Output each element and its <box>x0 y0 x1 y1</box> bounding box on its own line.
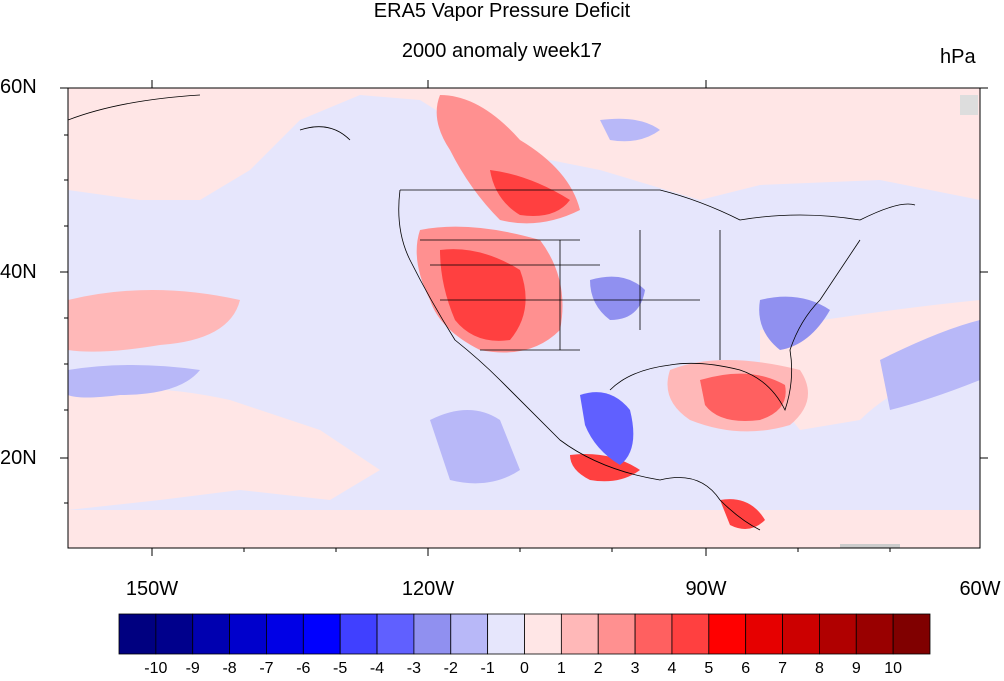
colorbar-label: -4 <box>369 660 385 677</box>
colorbar-label: -1 <box>480 660 495 677</box>
lat-label: 20N <box>0 447 37 469</box>
field-light-red-atlantic <box>760 300 980 430</box>
colorbar-swatch <box>560 613 599 655</box>
colorbar-label: 9 <box>851 660 861 677</box>
field-light-red-bottom <box>68 510 980 548</box>
colorbar-label: -8 <box>222 660 237 677</box>
lat-ticks <box>60 87 988 504</box>
colorbar-swatch <box>524 613 562 655</box>
colorbar-swatch <box>302 613 341 655</box>
lon-label: 120W <box>401 578 455 600</box>
field-west-red <box>440 249 526 341</box>
field-blue-atlantic <box>880 320 980 410</box>
coastlines <box>68 94 916 531</box>
colorbar-label: 3 <box>630 660 640 677</box>
colorbar-swatch <box>855 613 894 655</box>
colorbar-swatch <box>266 613 304 655</box>
lat-label: 60N <box>0 76 37 98</box>
map-title: ERA5 Vapor Pressure Deficit <box>373 0 631 22</box>
colorbar-label: 4 <box>667 660 677 677</box>
colorbar-swatch <box>487 613 525 655</box>
missing-data-patch <box>960 95 978 115</box>
colorbar-label: 2 <box>593 660 603 677</box>
colorbar-swatch <box>339 613 378 655</box>
colorbar-label: -2 <box>443 660 458 677</box>
colorbar-label: -6 <box>296 660 311 677</box>
field-central-america-red <box>720 499 765 529</box>
colorbar-label: 5 <box>704 660 714 677</box>
colorbar-swatch <box>118 613 157 655</box>
colorbar-swatch <box>819 613 857 655</box>
colorbar-label: -5 <box>333 660 348 677</box>
colorbar-label: 8 <box>814 660 824 677</box>
colorbar-label: 7 <box>778 660 787 677</box>
lon-label: 90W <box>685 578 727 600</box>
units-label: hPa <box>940 46 976 68</box>
colorbar-swatch <box>708 613 747 655</box>
colorbar-label: -9 <box>185 660 200 677</box>
colorbar-swatch <box>892 613 931 655</box>
lon-ticks <box>151 80 891 556</box>
colorbar-swatch <box>192 613 230 655</box>
lon-label: 60W <box>959 578 1001 600</box>
colorbar-label: 6 <box>741 660 751 677</box>
field-gulf-red <box>700 373 786 421</box>
colorbar-label: -3 <box>406 660 422 677</box>
field-blue-southeast <box>759 296 830 350</box>
colorbar-label: 10 <box>884 660 903 677</box>
colorbar-label: 1 <box>556 660 566 677</box>
colorbar-swatch <box>782 613 820 655</box>
field-blue-baja <box>430 410 520 484</box>
colorbar-swatch <box>745 613 783 655</box>
colorbar-swatch <box>597 613 636 655</box>
field-north-red <box>490 170 570 216</box>
field-light-red-south <box>68 388 380 510</box>
colorbar-swatch <box>376 613 415 655</box>
map-subtitle: 2000 anomaly week17 <box>401 40 603 62</box>
colorbar-swatch <box>155 613 194 655</box>
colorbar-swatch <box>450 613 489 655</box>
field-blue-plains <box>590 276 645 320</box>
missing-data-strip <box>840 544 900 548</box>
colorbar-swatch <box>229 613 267 655</box>
lat-label: 40N <box>0 261 37 283</box>
colorbar-swatch <box>671 613 710 655</box>
anomaly-field <box>68 88 980 548</box>
colorbar-swatch <box>413 613 452 655</box>
colorbar-swatch <box>634 613 673 655</box>
field-blue-pacific <box>68 365 200 398</box>
field-blue-canada <box>600 118 660 142</box>
field-blue-mexico <box>580 392 634 465</box>
colorbar-label: -7 <box>259 660 274 677</box>
lon-label: 150W <box>125 578 179 600</box>
colorbar-label: 0 <box>520 660 529 677</box>
field-pink-pacific <box>68 290 240 352</box>
colorbar-label: -10 <box>144 660 168 677</box>
colorbar <box>118 613 931 655</box>
